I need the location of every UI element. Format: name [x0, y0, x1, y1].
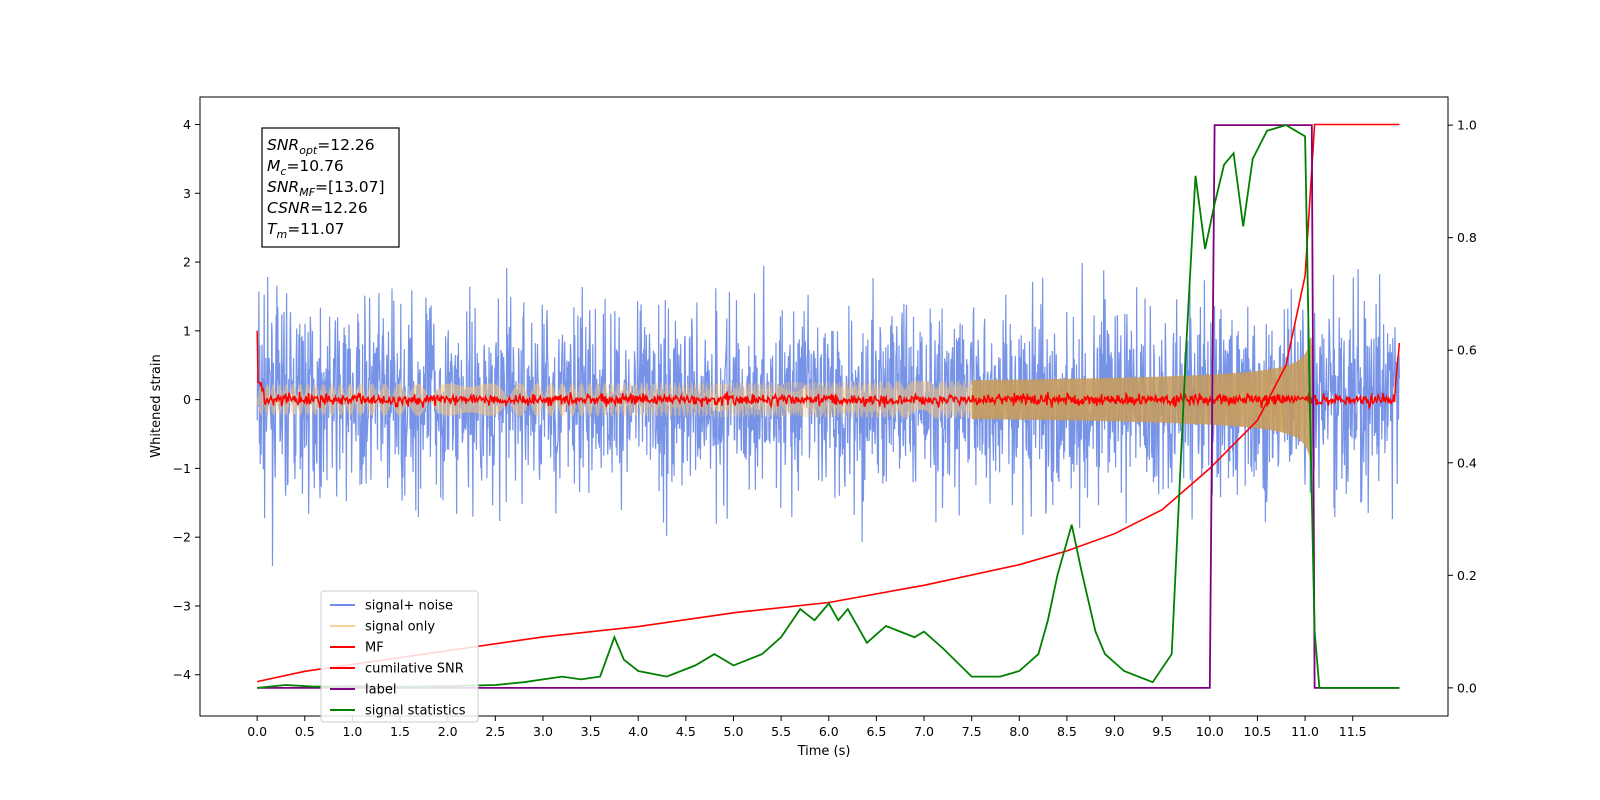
- x-tick-label: 2.0: [438, 724, 458, 739]
- y-tick-label-right: 0.2: [1457, 568, 1477, 583]
- x-tick-label: 11.0: [1291, 724, 1319, 739]
- x-tick-label: 7.5: [962, 724, 982, 739]
- y-tick-label-right: 1.0: [1457, 118, 1477, 133]
- y-tick-label-left: 3: [183, 186, 191, 201]
- legend-label: signal only: [365, 620, 435, 635]
- x-tick-label: 5.5: [771, 724, 791, 739]
- annotation-line: SNRopt=12.26: [267, 136, 375, 157]
- y-axis-right: 0.0 0.2 0.4 0.6 0.8 1.0: [1448, 118, 1477, 695]
- x-tick-label: 9.0: [1105, 724, 1125, 739]
- x-tick-label: 0.5: [295, 724, 315, 739]
- legend-label: MF: [365, 641, 384, 656]
- legend-label: signal+ noise: [365, 599, 453, 614]
- x-tick-label: 4.0: [628, 724, 648, 739]
- annotation-box: SNRopt=12.26Mc=10.76SNRMF=[13.07]CSNR=12…: [261, 127, 400, 248]
- x-tick-label: 7.0: [914, 724, 934, 739]
- annotation-line: SNRMF=[13.07]: [267, 178, 385, 199]
- x-tick-label: 11.5: [1339, 724, 1367, 739]
- y-tick-label-left: −1: [173, 461, 191, 476]
- x-tick-label: 0.0: [247, 724, 267, 739]
- x-tick-label: 1.0: [342, 724, 362, 739]
- x-tick-label: 8.5: [1057, 724, 1077, 739]
- y-tick-label-right: 0.6: [1457, 343, 1477, 358]
- x-axis-label: Time (s): [797, 744, 851, 759]
- x-tick-label: 2.5: [485, 724, 505, 739]
- y-tick-label-right: 0.4: [1457, 455, 1477, 470]
- x-tick-label: 5.0: [724, 724, 744, 739]
- annotation-line: CSNR=12.26: [267, 199, 368, 217]
- axes-frame: [199, 96, 1449, 717]
- legend-label: signal statistics: [365, 704, 466, 719]
- legend-label: label: [365, 683, 396, 698]
- x-tick-label: 4.5: [676, 724, 696, 739]
- x-tick-label: 8.0: [1009, 724, 1029, 739]
- plot-layers: [256, 123, 1401, 689]
- annotation-frame: [261, 127, 400, 248]
- y-tick-label-left: 0: [183, 392, 191, 407]
- y-tick-label-left: 1: [183, 323, 191, 338]
- y-tick-label-left: 4: [183, 117, 191, 132]
- series-mf: [256, 330, 1401, 411]
- x-tick-label: 3.5: [581, 724, 601, 739]
- y-axis-label: Whitened strain: [149, 354, 164, 457]
- series-signal-statistics: [257, 124, 1400, 689]
- y-tick-label-right: 0.8: [1457, 230, 1477, 245]
- x-tick-label: 1.5: [390, 724, 410, 739]
- y-axis-left: −4 −3 −2 −1 0 1 2 3 4: [173, 117, 200, 682]
- y-tick-label-left: −2: [173, 530, 191, 545]
- legend-frame: [320, 590, 479, 723]
- x-tick-label: 3.0: [533, 724, 553, 739]
- y-tick-label-left: −4: [173, 667, 191, 682]
- annotation-line: Tm=11.07: [267, 220, 345, 241]
- x-axis: 0.0 0.5 1.0 1.5 2.0 2.5 3.0 3.5 4.0 4.5 5.0 5.5 6.0 6…: [247, 716, 1367, 739]
- legend-label: cumilative SNR: [365, 662, 464, 677]
- y-tick-label-right: 0.0: [1457, 680, 1477, 695]
- x-tick-label: 6.5: [866, 724, 886, 739]
- x-tick-label: 10.0: [1196, 724, 1224, 739]
- x-tick-label: 10.5: [1244, 724, 1272, 739]
- y-tick-label-left: 2: [183, 255, 191, 270]
- y-tick-label-left: −3: [173, 598, 191, 613]
- x-tick-label: 9.5: [1152, 724, 1172, 739]
- legend: signal+ noise signal only MF cumilative SNR…: [320, 590, 479, 723]
- x-tick-label: 6.0: [819, 724, 839, 739]
- annotation-line: Mc=10.76: [267, 157, 344, 178]
